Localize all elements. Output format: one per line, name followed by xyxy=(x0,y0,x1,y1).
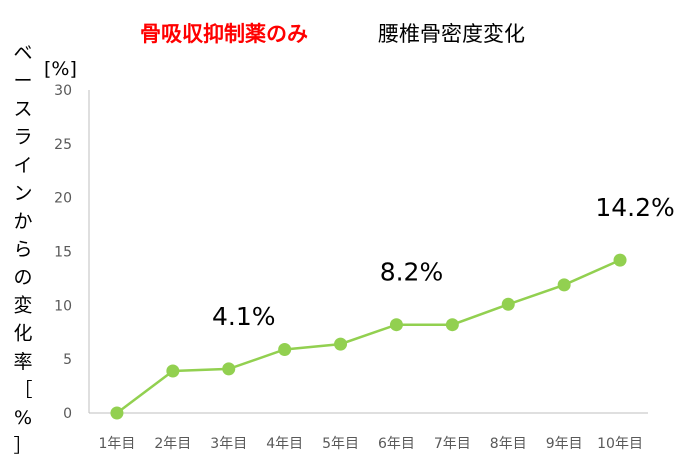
data-point xyxy=(613,253,627,267)
y-tick-label: 25 xyxy=(54,137,72,153)
y-axis-label-char: % xyxy=(14,407,32,429)
y-tick-label: 5 xyxy=(63,352,72,368)
y-tick-label: 15 xyxy=(54,245,72,261)
x-tick-label: 8年目 xyxy=(490,436,527,452)
data-point xyxy=(334,337,348,351)
series-group xyxy=(110,253,627,420)
y-axis-label-char: ー xyxy=(13,70,32,92)
y-axis-label-char: ら xyxy=(13,239,32,261)
y-axis-label-char: ス xyxy=(13,98,32,120)
y-tick-label: 20 xyxy=(54,191,72,207)
y-axis-label-char: ラ xyxy=(13,126,32,148)
data-point xyxy=(166,364,180,378)
y-axis-label-char: か xyxy=(13,210,32,232)
y-axis-label-char: 変 xyxy=(13,295,32,317)
y-axis-label-char: ン xyxy=(13,182,32,204)
x-tick-label: 2年目 xyxy=(154,436,191,452)
chart-title-highlight: 骨吸収抑制薬のみ xyxy=(140,22,308,46)
x-tick-label: 7年目 xyxy=(434,436,471,452)
y-axis-label-char: ］ xyxy=(13,435,32,457)
y-tick-label: 30 xyxy=(54,83,72,99)
y-axis-label-char: 化 xyxy=(13,323,32,345)
data-point xyxy=(110,406,124,420)
x-tick-label: 6年目 xyxy=(378,436,415,452)
y-axis-ticks: 0 5 10 15 20 25 30 xyxy=(54,83,72,422)
x-tick-label: 5年目 xyxy=(322,436,359,452)
y-axis-label-char: ベ xyxy=(13,42,32,64)
value-annotation: 4.1% xyxy=(212,302,276,331)
y-axis-label-char: ［ xyxy=(13,379,32,401)
y-tick-label: 10 xyxy=(54,298,72,314)
x-tick-label: 1年目 xyxy=(98,436,135,452)
x-tick-label: 10年目 xyxy=(597,436,643,452)
y-unit-label: [%] xyxy=(44,58,77,80)
annotations-group: 4.1% 8.2% 14.2% xyxy=(212,193,675,331)
value-annotation: 14.2% xyxy=(595,193,674,222)
y-axis-label-char: の xyxy=(13,267,32,289)
data-point xyxy=(501,297,515,311)
data-point xyxy=(557,278,571,292)
data-point xyxy=(278,342,292,356)
x-axis-ticks: 1年目 2年目 3年目 4年目 5年目 6年目 7年目 8年目 9年目 10年目 xyxy=(98,436,642,452)
y-axis-label-char: 率 xyxy=(13,351,32,373)
x-tick-label: 3年目 xyxy=(210,436,247,452)
data-point xyxy=(222,362,236,376)
series-line xyxy=(116,258,621,414)
x-tick-label: 9年目 xyxy=(546,436,583,452)
chart-title: 腰椎骨密度変化 xyxy=(378,22,525,46)
y-tick-label: 0 xyxy=(63,406,72,422)
y-axis-label-char: イ xyxy=(13,154,32,176)
value-annotation: 8.2% xyxy=(380,258,444,287)
data-point xyxy=(389,318,403,332)
x-tick-label: 4年目 xyxy=(266,436,303,452)
data-point xyxy=(445,318,459,332)
